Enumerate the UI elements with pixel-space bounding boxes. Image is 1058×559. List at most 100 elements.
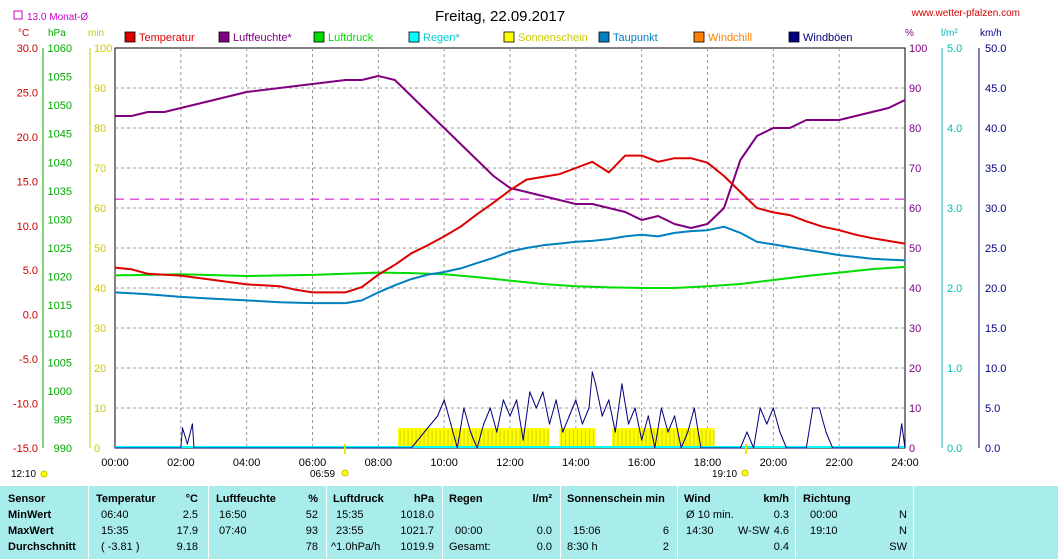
data-point <box>822 226 824 228</box>
data-point <box>904 242 906 245</box>
legend-swatch <box>218 31 230 43</box>
sunshine-tick: 40 <box>94 283 106 295</box>
x-tick-label: 14:00 <box>562 457 590 469</box>
data-point <box>805 220 807 222</box>
sunshine-unit: min <box>88 28 104 39</box>
press-trend: ^1.0hPa/h <box>331 541 381 553</box>
x-tick-label: 16:00 <box>628 457 656 469</box>
month-avg-marker: 13.0 Monat-Ø <box>13 10 88 23</box>
data-point <box>476 213 478 215</box>
data-point <box>591 240 593 242</box>
x-axis: 00:00 02:00 04:00 06:00 08:00 10:00 12:00 14:00… <box>101 457 919 469</box>
data-point <box>772 243 774 246</box>
data-point <box>818 407 821 409</box>
data-point <box>654 447 656 449</box>
sensor-header: Sensor <box>8 493 46 505</box>
pressure-tick: 1005 <box>48 357 72 369</box>
data-point <box>591 371 593 373</box>
data-point <box>377 291 379 294</box>
data-point <box>562 431 564 433</box>
data-point <box>443 127 445 129</box>
pressure-tick: 1000 <box>48 386 72 398</box>
data-point <box>789 214 791 216</box>
data-point <box>887 240 890 242</box>
data-point <box>542 244 544 246</box>
data-point <box>377 75 379 77</box>
data-point <box>492 257 495 259</box>
data-point <box>641 287 643 289</box>
sunshine-tick: 90 <box>94 83 106 95</box>
sunshine-tick: 50 <box>94 243 106 255</box>
data-point <box>822 119 824 121</box>
legend-swatch <box>124 31 136 43</box>
row-label-avg: Durchschnitt <box>8 541 76 553</box>
data-point <box>443 399 445 401</box>
row-label-min: MinWert <box>8 509 52 521</box>
data-point <box>634 407 636 409</box>
wind-max-dir: W-SW <box>738 525 770 537</box>
sun-total-hours: 8:30 h <box>567 541 598 553</box>
data-point <box>311 291 314 294</box>
data-point <box>680 447 682 449</box>
data-point <box>575 203 577 205</box>
data-point <box>476 159 478 161</box>
data-point <box>213 298 215 300</box>
data-point <box>394 284 396 286</box>
data-point <box>377 271 379 274</box>
col-sonnenschein: Sonnenschein min 15:06 6 8:30 h 2 <box>560 486 677 559</box>
legend-swatch <box>598 31 610 43</box>
wind-day-avg-value: 0.4 <box>773 541 789 553</box>
temperature-tick: -10.0 <box>13 399 38 411</box>
data-point <box>147 111 149 113</box>
wind-tick: 5.0 <box>985 403 1000 415</box>
data-point <box>789 127 791 129</box>
data-point <box>772 407 774 409</box>
temperature-tick: 10.0 <box>17 221 38 233</box>
data-point <box>871 111 873 113</box>
data-point <box>328 291 330 294</box>
col-richtung: Richtung 00:00 N 19:10 N SW <box>795 486 913 559</box>
pressure-tick: 995 <box>54 414 72 426</box>
data-point <box>450 423 452 425</box>
data-point <box>660 407 663 409</box>
data-point <box>897 447 900 449</box>
col-wind: Wind km/h Ø 10 min. 0.3 14:30 W-SW 4.6 0.4 <box>677 486 795 559</box>
data-point <box>483 423 485 425</box>
data-point <box>114 266 116 269</box>
data-point <box>673 232 676 234</box>
series-line-temperatur <box>114 154 906 294</box>
sunshine-tick: 100 <box>94 43 112 55</box>
sunset-label: 19:10 <box>712 469 737 480</box>
sunshine-tick: 70 <box>94 163 106 175</box>
data-point <box>657 235 659 238</box>
wind-tick: 35.0 <box>985 163 1006 175</box>
data-point <box>492 175 495 177</box>
sunrise-label: 06:59 <box>310 469 335 480</box>
temperature-tick: 30.0 <box>17 43 38 55</box>
data-point <box>377 274 379 276</box>
humidity-tick: 10 <box>909 403 921 415</box>
wind-avg10-value: 0.3 <box>773 509 789 521</box>
wind-tick: 50.0 <box>985 43 1006 55</box>
col-temperatur: Temperatur °C 06:40 2.5 15:35 17.9 ( -3.81… <box>88 486 208 559</box>
data-point <box>555 399 557 401</box>
data-point <box>463 407 465 409</box>
data-point <box>904 99 906 101</box>
x-tick-label: 20:00 <box>760 457 788 469</box>
temp-avg-value: 9.18 <box>176 541 198 553</box>
legend-label: Taupunkt <box>613 32 658 44</box>
data-point <box>427 111 429 113</box>
stats-table: Sensor MinWert MaxWert Durchschnitt Temp… <box>0 486 1058 559</box>
temp-min-time: 06:40 <box>101 509 129 521</box>
legend-swatch <box>503 31 515 43</box>
data-point <box>344 291 347 294</box>
pressure-tick: 1055 <box>48 72 72 84</box>
temperature-tick: -5.0 <box>19 354 38 366</box>
legend-label: Regen* <box>423 32 460 44</box>
data-point <box>739 232 742 234</box>
pressure-tick: 1050 <box>48 100 72 112</box>
data-point <box>766 423 768 425</box>
legend-swatch <box>408 31 420 43</box>
dir-max-value: N <box>899 525 907 537</box>
data-point <box>558 242 560 245</box>
